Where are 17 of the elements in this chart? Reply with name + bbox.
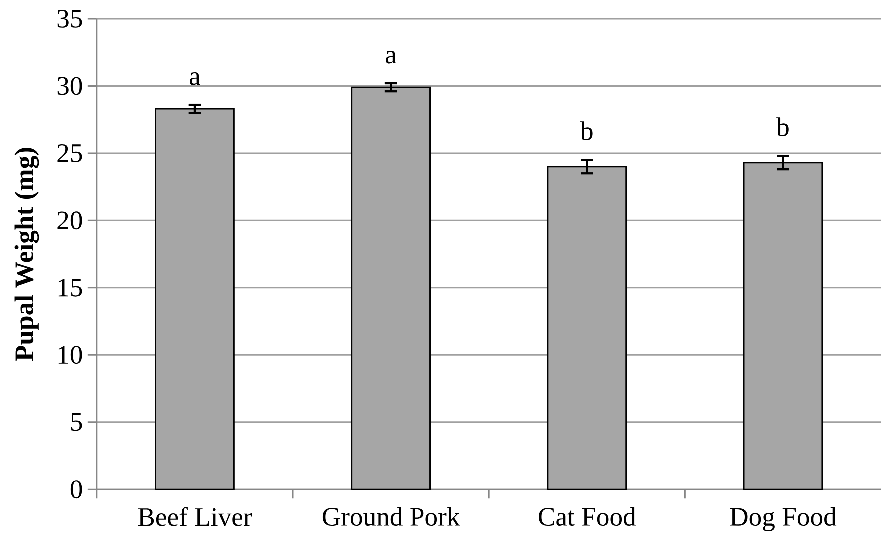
x-tick-label: Ground Pork	[322, 508, 460, 526]
y-axis-title: Pupal Weight (mg)	[14, 148, 40, 362]
annotation: a	[190, 72, 201, 86]
x-tick-label: Cat Food	[539, 508, 636, 526]
y-tick-label: 10	[58, 346, 82, 364]
y-tick-label: 25	[58, 144, 82, 163]
y-tick-label: 15	[58, 279, 82, 298]
x-tick-label: Beef Liver	[138, 508, 252, 527]
y-tick-label: 0	[70, 480, 82, 499]
y-tick-label: 35	[58, 10, 82, 28]
y-tick-label: 5	[71, 414, 82, 432]
y-tick-label: 30	[58, 77, 82, 96]
annotation: a	[386, 51, 397, 64]
annotation: b	[580, 122, 593, 141]
annotation: b	[776, 118, 789, 137]
x-tick-label: Dog Food	[730, 508, 837, 532]
y-tick-label: 20	[58, 212, 82, 230]
